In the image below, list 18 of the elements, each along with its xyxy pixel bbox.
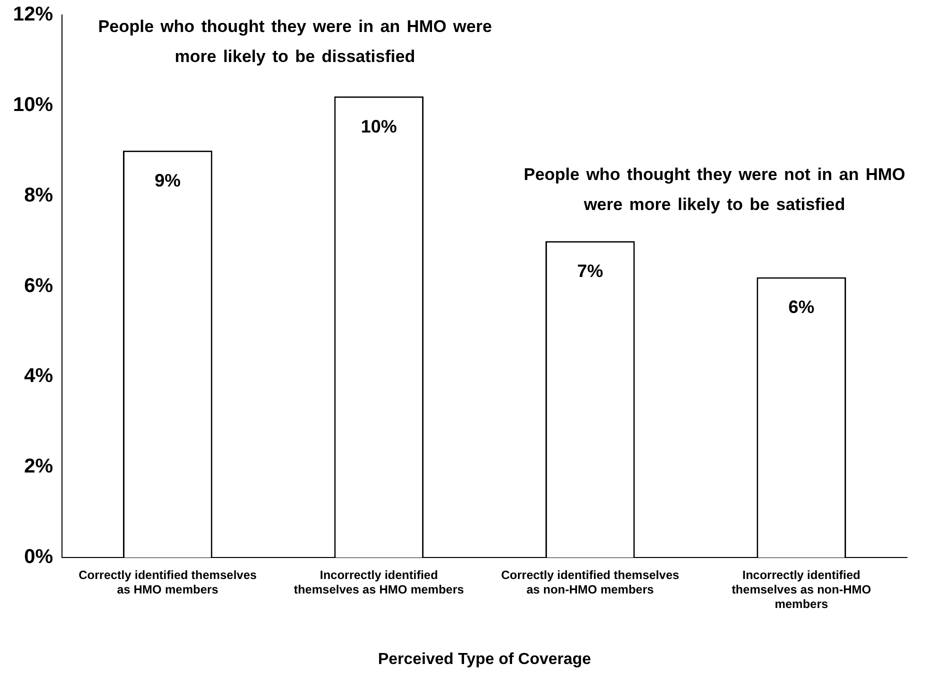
y-tick-label: 8% <box>24 184 54 206</box>
data-label: 10% <box>360 116 397 136</box>
y-tick-label: 4% <box>24 365 54 388</box>
x-tick-label: Correctly identified themselves as non-HMO members <box>501 568 680 597</box>
data-label: 6% <box>788 297 814 318</box>
data-label: 9% <box>154 170 181 191</box>
y-tick-label: 0% <box>24 546 54 568</box>
x-axis-title: Perceived Type of Coverage <box>378 650 592 668</box>
y-tick-label: 12% <box>13 4 54 26</box>
annotation: People who thought they were in an HMO were more likely to be dissatisfied <box>97 16 493 68</box>
x-tick-label: Incorrectly identified themselves as non-HMO members <box>732 568 872 611</box>
y-tick-label: 2% <box>24 456 54 478</box>
y-tick-label: 6% <box>24 274 54 297</box>
x-tick-label: Correctly identified themselves as HMO members <box>78 568 258 597</box>
annotation: People who thought they were not in an HMO were more likely to be satisfied <box>522 164 906 216</box>
x-tick-label: Incorrectly identified themselves as HMO members <box>294 568 464 597</box>
y-tick-label: 10% <box>13 94 54 116</box>
data-label: 7% <box>577 261 604 282</box>
